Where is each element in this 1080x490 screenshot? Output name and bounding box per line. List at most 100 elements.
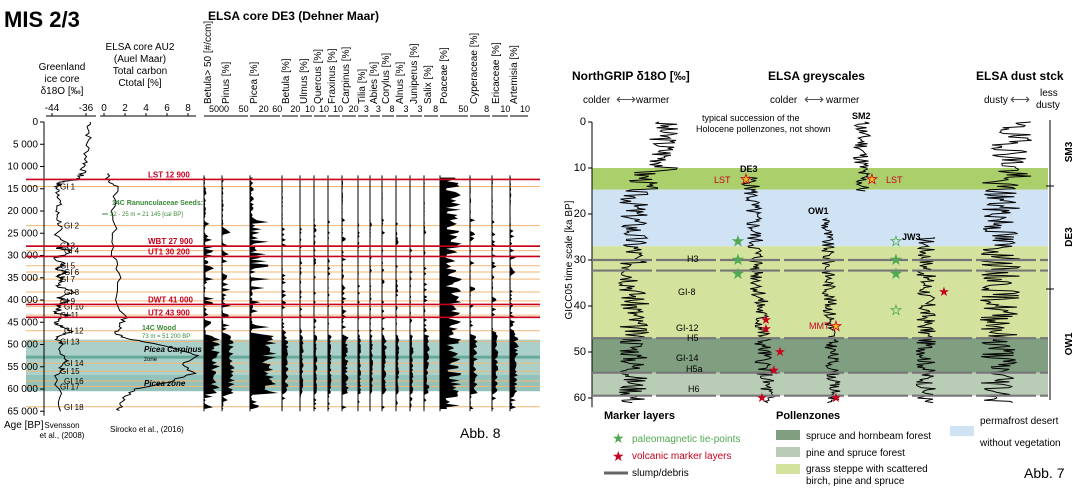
column-header: Poaceae [%] bbox=[439, 47, 450, 104]
carbon-tick-label: 8 bbox=[185, 103, 191, 114]
greyscale-jw3-curve bbox=[915, 236, 937, 404]
event-h5a: H5a bbox=[686, 364, 703, 374]
annotations: 14C Ranunculaceae Seeds: 22 - 25 m = 21 … bbox=[102, 200, 203, 388]
age-tick-label: 65 000 bbox=[7, 406, 38, 417]
ash-label: WBT 27 900 bbox=[148, 237, 193, 246]
column-silhouette bbox=[222, 177, 235, 409]
age-tick-label: 40 000 bbox=[7, 295, 38, 306]
volcanic-star: ★ bbox=[774, 344, 786, 359]
gi-label: GI 16 bbox=[64, 377, 84, 386]
greenland-header-3: δ18O [‰] bbox=[41, 86, 84, 97]
legend-slump: slump/debris bbox=[632, 468, 689, 479]
ash-label: LST 12 900 bbox=[148, 170, 190, 179]
legend-permafrost-2: without vegetation bbox=[979, 438, 1061, 449]
au2-header-4: Ctotal [%] bbox=[118, 78, 162, 89]
title-grey: ELSA greyscales bbox=[768, 69, 865, 83]
column-tick-label: 20 bbox=[259, 104, 269, 114]
greyscale-sm2-curve bbox=[853, 121, 872, 192]
column-tick-label: 50 bbox=[239, 104, 249, 114]
age-tick-label: 50 000 bbox=[7, 340, 38, 351]
less-dusty-label-2: dusty bbox=[1036, 100, 1060, 111]
column-silhouette bbox=[440, 177, 462, 409]
column-header: Betula [%] bbox=[281, 58, 292, 104]
swatch-permafrost bbox=[950, 426, 974, 436]
column-silhouette bbox=[410, 177, 414, 409]
d18o-tick-label: -44 bbox=[45, 103, 60, 114]
legend-volcanic: volcanic marker layers bbox=[632, 451, 731, 462]
carbon-tick-label: 2 bbox=[122, 103, 128, 114]
column-tick-label: 8 bbox=[484, 104, 489, 114]
legend-grass-2: birch, pine and spruce bbox=[806, 476, 905, 487]
column-silhouette bbox=[510, 177, 519, 409]
volcanic-star: ★ bbox=[760, 312, 772, 327]
gi-label: GI 10 bbox=[64, 303, 84, 312]
column-silhouette bbox=[382, 177, 387, 409]
d18o-tick-label: -36 bbox=[79, 103, 94, 114]
age-tick-label: 45 000 bbox=[7, 317, 38, 328]
gi-label: GI 11 bbox=[60, 311, 80, 320]
legend-spruce-hornbeam: spruce and hornbeam forest bbox=[806, 431, 931, 442]
column-silhouette bbox=[424, 177, 430, 409]
wood-detail: 73 m = 51 200 BP bbox=[142, 334, 190, 340]
time-tick-label: 30 bbox=[574, 254, 586, 266]
column-silhouette bbox=[492, 177, 499, 409]
lst-right: LST bbox=[886, 175, 903, 185]
band-grass-top bbox=[592, 168, 1048, 190]
volcanic-star: ★ bbox=[760, 321, 772, 336]
au2-header-1: ELSA core AU2 bbox=[106, 42, 175, 53]
volcanic-star: ★ bbox=[768, 362, 780, 377]
right-panel: NorthGRIP δ18O [‰] ELSA greyscales ELSA … bbox=[564, 69, 1075, 487]
column-tick-label: 20 bbox=[290, 104, 300, 114]
less-dusty-label-1: less bbox=[1040, 88, 1058, 99]
right-curves bbox=[617, 121, 1032, 404]
gi-label: GI 13 bbox=[60, 337, 80, 346]
column-silhouette bbox=[300, 177, 304, 409]
event-gi12: GI-12 bbox=[676, 323, 699, 333]
column-tick-label: 3 bbox=[417, 104, 422, 114]
left-curves: -44 -36 0 2 4 6 8 bbox=[45, 103, 200, 412]
carbon-tick-label: 6 bbox=[164, 103, 170, 114]
interstadial-labels: GI 1GI 2GI 3GI 4GI 5GI 6GI 7GI 8GI 9GI 1… bbox=[60, 183, 84, 412]
column-header: Pinus [%] bbox=[221, 62, 232, 104]
legend-marker-title: Marker layers bbox=[604, 410, 675, 422]
gi-label: GI 6 bbox=[64, 268, 80, 277]
star-red-icon: ★ bbox=[612, 448, 625, 464]
age-tick-label: 5 000 bbox=[13, 139, 38, 150]
swatch-pine-spruce bbox=[776, 447, 800, 457]
time-tick-label: 20 bbox=[574, 208, 586, 220]
column-header: Quercus [%] bbox=[313, 49, 324, 104]
ranunc-annotation: 14C Ranunculaceae Seeds: bbox=[112, 200, 203, 207]
column-tick-label: 10 bbox=[319, 104, 329, 114]
paleomag-star: ★ bbox=[732, 266, 744, 281]
legend-grass-1: grass steppe with scattered bbox=[806, 464, 928, 475]
column-header: Carpinus [%] bbox=[341, 47, 352, 104]
column-tick-label: 50 bbox=[458, 104, 468, 114]
column-tick-label: 5000 bbox=[209, 104, 229, 114]
age-tick-label: 25 000 bbox=[7, 228, 38, 239]
age-tick-label: 30 000 bbox=[7, 251, 38, 262]
time-tick-label: 40 bbox=[574, 300, 586, 312]
column-header: Betula> 50 [#/ccm] bbox=[203, 21, 214, 104]
arrow-1: ⟷ bbox=[616, 91, 636, 107]
volcanic-star: ★ bbox=[756, 390, 768, 405]
left-panel: MIS 2/3 ELSA core DE3 (Dehner Maar) Gree… bbox=[4, 7, 540, 441]
left-title: MIS 2/3 bbox=[4, 7, 80, 32]
column-tick-label: 60 bbox=[272, 104, 282, 114]
column-tick-label: 10 bbox=[333, 104, 343, 114]
gi-label: GI 7 bbox=[60, 275, 76, 284]
right-zone-brackets: SM3 DE3 OW1 bbox=[1046, 120, 1075, 400]
title-dust: ELSA dust stck bbox=[976, 69, 1064, 83]
core-ow1: OW1 bbox=[808, 206, 829, 216]
au2-header-2: (Auel Maar) bbox=[114, 54, 166, 65]
lst-left: LST bbox=[714, 175, 731, 185]
legend: Marker layers Pollenzones ★ paleomagneti… bbox=[604, 410, 1065, 487]
gi-label: GI 17 bbox=[60, 382, 80, 391]
time-tick-label: 0 bbox=[580, 116, 586, 128]
column-tick-label: 3 bbox=[364, 104, 369, 114]
ash-label: DWT 41 000 bbox=[148, 295, 193, 304]
event-h6: H6 bbox=[688, 384, 700, 394]
column-header: Tilia [%] bbox=[357, 69, 368, 104]
column-tick-label: 3 bbox=[376, 104, 381, 114]
